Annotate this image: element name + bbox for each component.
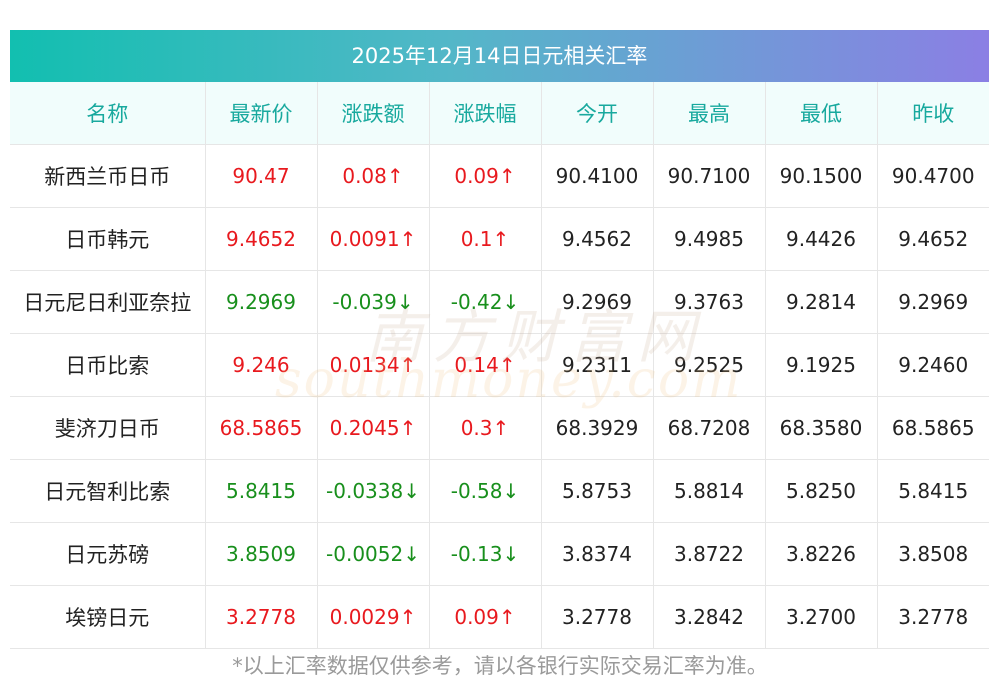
cell-name: 斐济刀日币	[10, 396, 206, 460]
cell-low: 9.4426	[765, 207, 878, 271]
cell-prev: 90.4700	[877, 144, 989, 208]
cell-pct: -0.58↓	[429, 459, 542, 523]
cell-pct: 0.14↑	[429, 333, 542, 397]
cell-name: 日元智利比索	[10, 459, 206, 523]
cell-high: 9.2525	[653, 333, 766, 397]
cell-name: 埃镑日元	[10, 585, 206, 649]
cell-change: 0.0134↑	[317, 333, 430, 397]
cell-name: 日币比索	[10, 333, 206, 397]
cell-open: 90.4100	[541, 144, 654, 208]
cell-open: 9.2969	[541, 270, 654, 334]
table-row: 埃镑日元 3.2778 0.0029↑ 0.09↑ 3.2778 3.2842 …	[10, 585, 989, 649]
cell-open: 9.4562	[541, 207, 654, 271]
cell-low: 3.8226	[765, 522, 878, 586]
cell-prev: 5.8415	[877, 459, 989, 523]
cell-open: 5.8753	[541, 459, 654, 523]
cell-name: 日元苏磅	[10, 522, 206, 586]
cell-change: -0.0338↓	[317, 459, 430, 523]
table-row: 日元苏磅 3.8509 -0.0052↓ -0.13↓ 3.8374 3.872…	[10, 522, 989, 586]
disclaimer-footnote: *以上汇率数据仅供参考，请以各银行实际交易汇率为准。	[232, 654, 768, 678]
cell-latest: 3.2778	[205, 585, 318, 649]
cell-latest: 5.8415	[205, 459, 318, 523]
cell-latest: 68.5865	[205, 396, 318, 460]
cell-latest: 90.47	[205, 144, 318, 208]
cell-latest: 9.2969	[205, 270, 318, 334]
col-header-change: 涨跌额	[317, 82, 430, 145]
cell-low: 3.2700	[765, 585, 878, 649]
col-header-prev: 昨收	[877, 82, 989, 145]
cell-high: 9.3763	[653, 270, 766, 334]
cell-prev: 3.2778	[877, 585, 989, 649]
cell-low: 9.1925	[765, 333, 878, 397]
col-header-name: 名称	[10, 82, 206, 145]
cell-high: 3.2842	[653, 585, 766, 649]
cell-high: 5.8814	[653, 459, 766, 523]
cell-open: 3.2778	[541, 585, 654, 649]
col-header-low: 最低	[765, 82, 878, 145]
cell-prev: 68.5865	[877, 396, 989, 460]
col-header-high: 最高	[653, 82, 766, 145]
cell-open: 68.3929	[541, 396, 654, 460]
cell-high: 68.7208	[653, 396, 766, 460]
cell-high: 90.7100	[653, 144, 766, 208]
table-row: 日元智利比索 5.8415 -0.0338↓ -0.58↓ 5.8753 5.8…	[10, 459, 989, 523]
cell-change: -0.0052↓	[317, 522, 430, 586]
cell-low: 5.8250	[765, 459, 878, 523]
cell-pct: -0.42↓	[429, 270, 542, 334]
cell-pct: 0.1↑	[429, 207, 542, 271]
cell-name: 日币韩元	[10, 207, 206, 271]
rate-card: 2025年12月14日日元相关汇率 名称 最新价 涨跌额 涨跌幅 今开 最高 最…	[10, 30, 989, 649]
cell-pct: 0.09↑	[429, 585, 542, 649]
table-row: 日币韩元 9.4652 0.0091↑ 0.1↑ 9.4562 9.4985 9…	[10, 207, 989, 271]
table-row: 日币比索 9.246 0.0134↑ 0.14↑ 9.2311 9.2525 9…	[10, 333, 989, 397]
cell-change: 0.2045↑	[317, 396, 430, 460]
cell-latest: 9.246	[205, 333, 318, 397]
table-row: 日元尼日利亚奈拉 9.2969 -0.039↓ -0.42↓ 9.2969 9.…	[10, 270, 989, 334]
cell-open: 9.2311	[541, 333, 654, 397]
cell-pct: 0.3↑	[429, 396, 542, 460]
cell-low: 90.1500	[765, 144, 878, 208]
col-header-open: 今开	[541, 82, 654, 145]
cell-change: 0.0029↑	[317, 585, 430, 649]
cell-low: 68.3580	[765, 396, 878, 460]
cell-low: 9.2814	[765, 270, 878, 334]
cell-high: 3.8722	[653, 522, 766, 586]
cell-open: 3.8374	[541, 522, 654, 586]
rates-table: 名称 最新价 涨跌额 涨跌幅 今开 最高 最低 昨收 新西兰币日币 90.47 …	[10, 82, 989, 649]
cell-name: 日元尼日利亚奈拉	[10, 270, 206, 334]
col-header-pct: 涨跌幅	[429, 82, 542, 145]
table-title: 2025年12月14日日元相关汇率	[10, 30, 989, 82]
cell-prev: 3.8508	[877, 522, 989, 586]
cell-prev: 9.2969	[877, 270, 989, 334]
col-header-latest: 最新价	[205, 82, 318, 145]
cell-change: -0.039↓	[317, 270, 430, 334]
cell-latest: 9.4652	[205, 207, 318, 271]
header-row: 名称 最新价 涨跌额 涨跌幅 今开 最高 最低 昨收	[10, 82, 989, 145]
cell-change: 0.08↑	[317, 144, 430, 208]
cell-prev: 9.4652	[877, 207, 989, 271]
cell-high: 9.4985	[653, 207, 766, 271]
cell-change: 0.0091↑	[317, 207, 430, 271]
table-row: 斐济刀日币 68.5865 0.2045↑ 0.3↑ 68.3929 68.72…	[10, 396, 989, 460]
cell-pct: 0.09↑	[429, 144, 542, 208]
cell-name: 新西兰币日币	[10, 144, 206, 208]
table-row: 新西兰币日币 90.47 0.08↑ 0.09↑ 90.4100 90.7100…	[10, 144, 989, 208]
cell-pct: -0.13↓	[429, 522, 542, 586]
cell-latest: 3.8509	[205, 522, 318, 586]
cell-prev: 9.2460	[877, 333, 989, 397]
